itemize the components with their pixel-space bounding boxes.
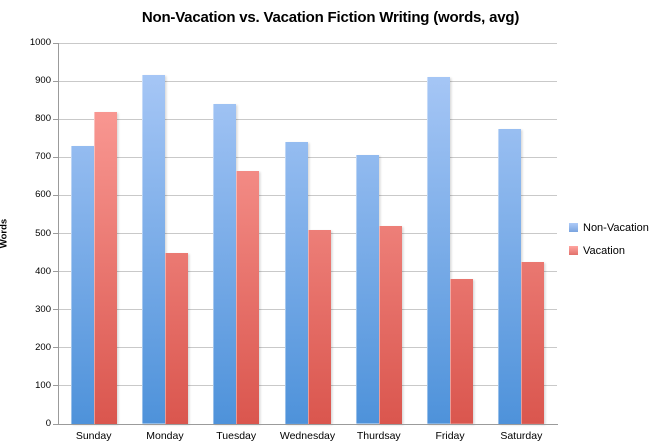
y-tick-label: 0 (45, 418, 51, 429)
y-axis-tick (53, 42, 58, 44)
gridline (58, 156, 557, 158)
chart-title: Non-Vacation vs. Vacation Fiction Writin… (141, 9, 520, 26)
gridline (58, 194, 557, 196)
y-tick-label: 700 (35, 151, 51, 163)
y-tick-label: 900 (35, 75, 51, 87)
bar-non-vacation (284, 142, 308, 424)
legend-item-vacation: Vacation (569, 244, 649, 257)
y-axis-tick (53, 347, 58, 349)
legend-swatch-non-vacation (569, 223, 578, 232)
plot-area (58, 42, 557, 424)
x-axis-line (58, 424, 558, 425)
bar-non-vacation (427, 77, 451, 424)
y-axis-tick (53, 118, 58, 120)
y-axis-title: Words (0, 218, 10, 249)
legend-label-vacation: Vacation (583, 244, 625, 257)
legend-swatch-vacation (569, 246, 578, 255)
y-tick-label: 200 (35, 341, 51, 353)
y-tick-label: 400 (35, 265, 51, 277)
y-tick-label: 800 (35, 113, 51, 125)
y-axis-tick (53, 233, 58, 234)
y-axis-tick (53, 194, 58, 196)
bar-vacation (93, 111, 117, 424)
y-axis-tick (53, 385, 58, 387)
bar-vacation (450, 279, 474, 424)
y-tick-label: 100 (35, 379, 51, 391)
bar-vacation (307, 229, 331, 424)
bar-vacation (236, 170, 260, 424)
y-tick-label: 600 (35, 189, 51, 201)
bar-vacation (521, 262, 545, 424)
y-tick-label: 500 (35, 227, 51, 239)
y-axis-tick (53, 156, 58, 158)
gridline (58, 118, 557, 120)
y-axis-tick (53, 309, 58, 311)
x-tick-label: Monday (146, 430, 184, 442)
legend: Non-Vacation Vacation (569, 221, 649, 267)
y-tick-label: 300 (35, 303, 51, 315)
x-tick-label: Friday (435, 430, 465, 442)
legend-item-non-vacation: Non-Vacation (569, 221, 649, 234)
bar-non-vacation (355, 155, 379, 424)
gridline (58, 42, 557, 44)
bar-vacation (378, 225, 402, 424)
y-axis-tick (53, 271, 58, 273)
legend-label-non-vacation: Non-Vacation (583, 221, 649, 234)
x-tick-label: Thurdsay (356, 430, 401, 442)
bar-vacation (164, 252, 188, 424)
gridline (58, 80, 557, 82)
bar-non-vacation (498, 128, 522, 424)
x-tick-label: Saturday (500, 430, 543, 442)
y-tick-label: 1000 (29, 37, 51, 48)
y-axis-line (58, 43, 59, 424)
x-tick-label: Sunday (75, 430, 112, 442)
bar-non-vacation (70, 145, 94, 424)
x-tick-label: Wednesday (279, 430, 336, 442)
y-axis-tick (53, 80, 58, 82)
bar-non-vacation (141, 75, 165, 424)
y-axis-tick (53, 423, 58, 425)
x-tick-label: Tuesday (216, 430, 257, 442)
bar-non-vacation (213, 103, 237, 424)
